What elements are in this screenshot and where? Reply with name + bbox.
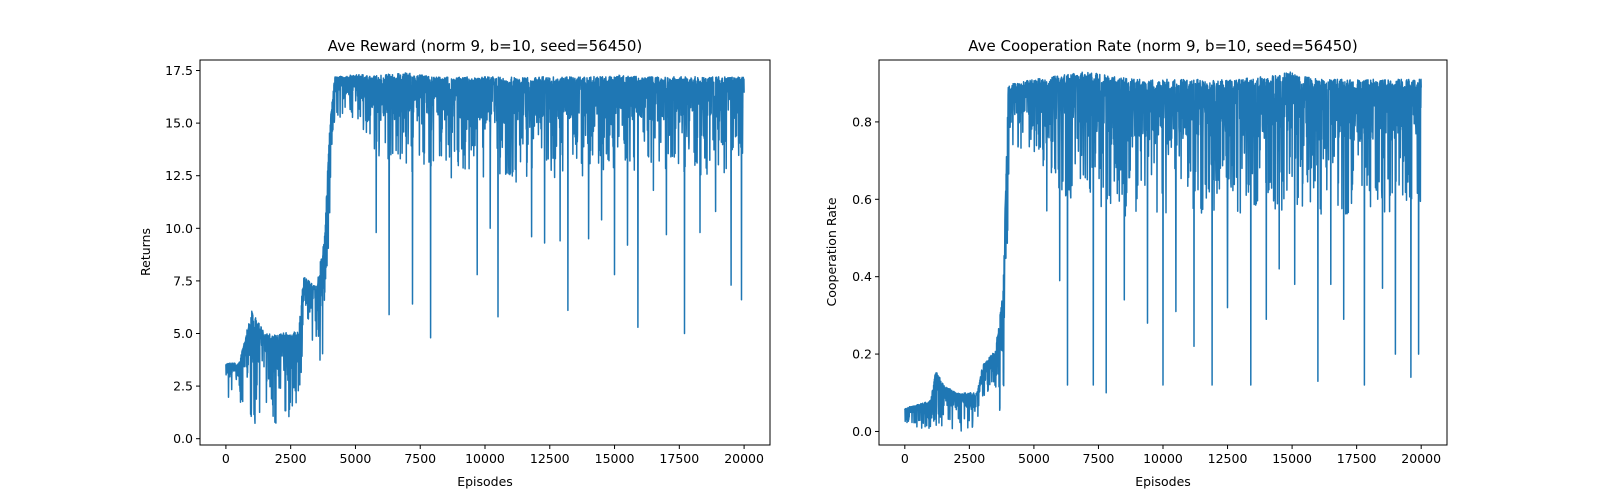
y-tick-label: 7.5 xyxy=(173,273,193,288)
y-tick-label: 15.0 xyxy=(165,116,193,131)
x-tick-label: 10000 xyxy=(465,451,505,466)
x-tick-label: 15000 xyxy=(1272,451,1312,466)
x-tick-label: 17500 xyxy=(1337,451,1377,466)
y-tick-label: 0.8 xyxy=(852,114,872,129)
x-tick-label: 5000 xyxy=(1018,451,1050,466)
reward-chart: Ave Reward (norm 9, b=10, seed=56450) 0 2… xyxy=(138,37,771,489)
x-tick-label: 17500 xyxy=(659,451,699,466)
y-axis-label: Cooperation Rate xyxy=(824,197,839,306)
x-tick-label: 2500 xyxy=(953,451,985,466)
x-tick-label: 0 xyxy=(222,451,230,466)
chart-title: Ave Reward (norm 9, b=10, seed=56450) xyxy=(328,37,642,55)
x-tick-label: 7500 xyxy=(404,451,436,466)
y-axis-label: Returns xyxy=(138,228,153,276)
y-tick-label: 10.0 xyxy=(165,221,193,236)
x-tick-label: 12500 xyxy=(1208,451,1248,466)
y-tick-label: 0.0 xyxy=(173,431,193,446)
x-tick-label: 12500 xyxy=(530,451,570,466)
plot-area xyxy=(225,72,745,425)
y-tick-label: 0.0 xyxy=(852,424,872,439)
x-tick-label: 0 xyxy=(901,451,909,466)
y-tick-label: 0.4 xyxy=(852,269,872,284)
plot-area xyxy=(904,71,1422,432)
series-line xyxy=(904,71,1422,432)
series-line xyxy=(225,72,745,425)
x-tick-label: 10000 xyxy=(1143,451,1183,466)
x-tick-label: 5000 xyxy=(340,451,372,466)
y-tick-label: 0.2 xyxy=(852,347,872,362)
y-tick-label: 0.6 xyxy=(852,192,872,207)
x-tick-label: 7500 xyxy=(1083,451,1115,466)
x-tick-label: 20000 xyxy=(724,451,764,466)
y-tick-label: 12.5 xyxy=(165,168,193,183)
x-axis: 0 2500 5000 7500 10000 12500 15000 17500 20000 xyxy=(222,445,764,466)
x-axis-label: Episodes xyxy=(1135,474,1191,489)
y-tick-label: 17.5 xyxy=(165,63,193,78)
x-tick-label: 2500 xyxy=(275,451,307,466)
x-axis-label: Episodes xyxy=(457,474,513,489)
x-tick-label: 20000 xyxy=(1401,451,1441,466)
cooperation-rate-chart: Ave Cooperation Rate (norm 9, b=10, seed… xyxy=(824,37,1448,489)
x-axis: 0 2500 5000 7500 10000 12500 15000 17500 20000 xyxy=(901,445,1441,466)
y-tick-label: 2.5 xyxy=(173,379,193,394)
y-axis: 0.0 2.5 5.0 7.5 10.0 12.5 15.0 17.5 xyxy=(165,63,200,446)
chart-title: Ave Cooperation Rate (norm 9, b=10, seed… xyxy=(968,37,1357,55)
y-tick-label: 5.0 xyxy=(173,326,193,341)
x-tick-label: 15000 xyxy=(595,451,635,466)
y-axis: 0.0 0.2 0.4 0.6 0.8 xyxy=(852,114,879,439)
